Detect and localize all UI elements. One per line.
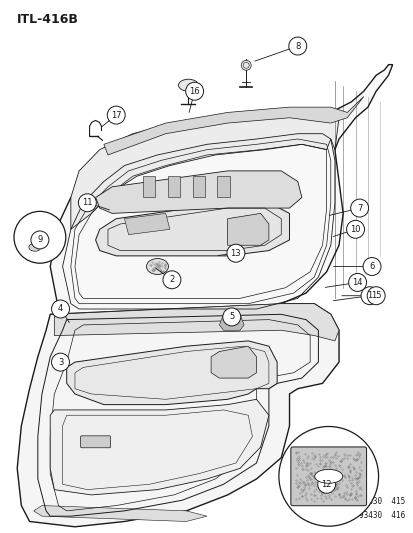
Polygon shape <box>192 176 204 197</box>
Circle shape <box>31 231 49 249</box>
Polygon shape <box>227 213 268 245</box>
Circle shape <box>278 426 377 526</box>
Text: 3: 3 <box>58 358 63 367</box>
Polygon shape <box>211 346 256 378</box>
Circle shape <box>52 300 69 318</box>
FancyBboxPatch shape <box>290 447 366 506</box>
Text: 10: 10 <box>349 225 360 234</box>
Circle shape <box>362 257 380 276</box>
Text: 12: 12 <box>320 480 331 489</box>
Circle shape <box>241 60 251 70</box>
Circle shape <box>317 475 335 493</box>
Circle shape <box>350 199 368 217</box>
Polygon shape <box>143 176 155 197</box>
Polygon shape <box>50 399 268 495</box>
Polygon shape <box>54 304 338 341</box>
Text: 7: 7 <box>356 204 361 213</box>
Polygon shape <box>217 176 229 197</box>
Polygon shape <box>104 96 363 155</box>
Text: 93430  416: 93430 416 <box>358 511 404 520</box>
Circle shape <box>52 353 69 371</box>
Text: 15: 15 <box>370 291 380 300</box>
Polygon shape <box>17 304 338 527</box>
Text: 17: 17 <box>111 111 121 119</box>
Text: 93430  415: 93430 415 <box>358 497 404 506</box>
Circle shape <box>348 273 366 292</box>
Polygon shape <box>66 341 276 405</box>
Text: 13: 13 <box>230 249 241 258</box>
Text: 14: 14 <box>351 278 362 287</box>
Ellipse shape <box>146 259 168 274</box>
Polygon shape <box>219 314 244 330</box>
Polygon shape <box>95 203 289 256</box>
Circle shape <box>107 106 125 124</box>
Text: 8: 8 <box>294 42 300 51</box>
Polygon shape <box>50 64 392 314</box>
Text: 9: 9 <box>37 236 43 245</box>
Circle shape <box>163 271 180 289</box>
Text: ITL-416B: ITL-416B <box>17 13 78 26</box>
Circle shape <box>14 212 66 263</box>
Ellipse shape <box>178 79 198 91</box>
FancyBboxPatch shape <box>81 436 110 448</box>
Circle shape <box>222 308 240 326</box>
Circle shape <box>366 287 384 305</box>
Text: 6: 6 <box>368 262 374 271</box>
Circle shape <box>288 37 306 55</box>
Ellipse shape <box>29 243 41 251</box>
Polygon shape <box>167 176 180 197</box>
Polygon shape <box>71 112 338 229</box>
Text: 11: 11 <box>82 198 93 207</box>
Text: 2: 2 <box>169 275 174 284</box>
Ellipse shape <box>314 470 342 483</box>
Circle shape <box>346 220 363 238</box>
Text: 4: 4 <box>58 304 63 313</box>
Circle shape <box>78 194 96 212</box>
Circle shape <box>226 244 244 262</box>
Polygon shape <box>95 171 301 213</box>
Text: 1: 1 <box>366 291 372 300</box>
Circle shape <box>360 287 378 305</box>
Polygon shape <box>33 505 206 521</box>
Circle shape <box>185 82 203 100</box>
Polygon shape <box>124 213 169 235</box>
Text: 16: 16 <box>189 87 199 96</box>
Text: 5: 5 <box>228 312 234 321</box>
